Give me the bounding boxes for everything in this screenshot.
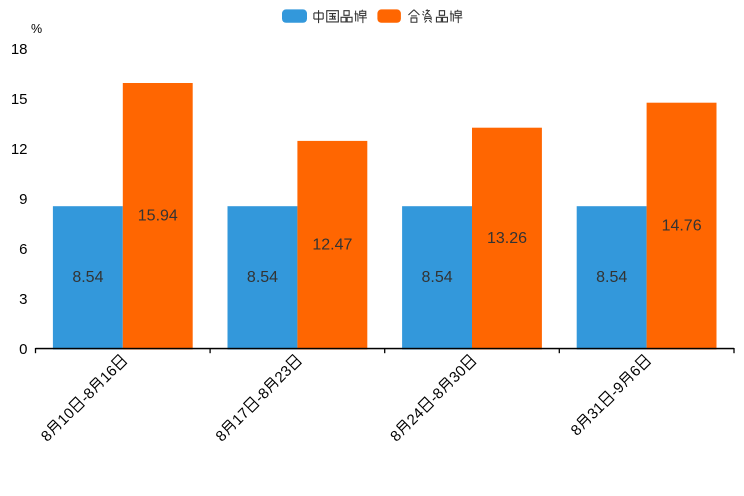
svg-text:%: % — [31, 22, 42, 36]
svg-text:8.54: 8.54 — [596, 269, 627, 286]
svg-text:15: 15 — [11, 91, 28, 108]
svg-text:12: 12 — [11, 141, 28, 158]
svg-text:13.26: 13.26 — [487, 230, 527, 247]
svg-text:8.54: 8.54 — [247, 269, 278, 286]
svg-text:3: 3 — [19, 291, 27, 308]
svg-text:0: 0 — [19, 341, 27, 358]
svg-text:8.54: 8.54 — [422, 269, 453, 286]
svg-text:12.47: 12.47 — [312, 237, 352, 254]
svg-text:14.76: 14.76 — [662, 217, 702, 234]
svg-text:15.94: 15.94 — [138, 208, 178, 225]
svg-text:8.54: 8.54 — [72, 269, 103, 286]
svg-text:6: 6 — [19, 241, 27, 258]
svg-text:9: 9 — [19, 191, 27, 208]
svg-text:18: 18 — [11, 41, 28, 58]
